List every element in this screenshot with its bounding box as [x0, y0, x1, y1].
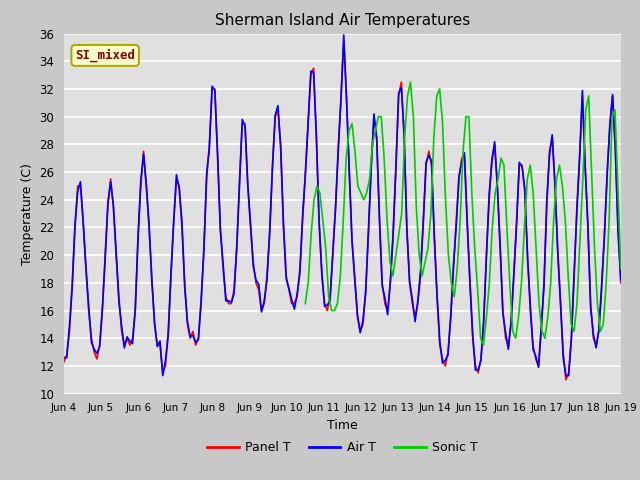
Sonic T	[479, 342, 487, 348]
Sonic T	[325, 294, 333, 300]
Sonic T	[515, 314, 522, 320]
Legend: Panel T, Air T, Sonic T: Panel T, Air T, Sonic T	[202, 436, 483, 459]
Air T	[60, 355, 68, 360]
Air T	[340, 32, 348, 38]
Line: Panel T: Panel T	[64, 40, 621, 380]
Air T	[356, 330, 364, 336]
Panel T	[60, 359, 68, 365]
Sonic T	[474, 287, 481, 293]
Air T	[154, 344, 161, 349]
Air T	[159, 372, 166, 378]
Panel T	[562, 377, 570, 383]
Text: SI_mixed: SI_mixed	[75, 49, 135, 62]
Panel T	[354, 314, 362, 320]
X-axis label: Time: Time	[327, 419, 358, 432]
Air T	[211, 87, 219, 93]
Line: Air T: Air T	[64, 35, 621, 375]
Air T	[477, 358, 484, 363]
Panel T	[340, 37, 348, 43]
Panel T	[474, 370, 482, 376]
Air T	[617, 277, 625, 283]
Sonic T	[477, 336, 484, 341]
Line: Sonic T: Sonic T	[305, 82, 621, 345]
Panel T	[120, 342, 128, 348]
Air T	[120, 345, 128, 351]
Panel T	[617, 280, 625, 286]
Sonic T	[301, 300, 309, 306]
Sonic T	[617, 266, 625, 272]
Sonic T	[410, 114, 417, 120]
Panel T	[208, 86, 216, 92]
Panel T	[342, 93, 350, 99]
Air T	[346, 167, 353, 172]
Panel T	[154, 342, 161, 348]
Y-axis label: Temperature (C): Temperature (C)	[20, 163, 34, 264]
Sonic T	[406, 79, 414, 85]
Title: Sherman Island Air Temperatures: Sherman Island Air Temperatures	[215, 13, 470, 28]
Sonic T	[389, 273, 397, 279]
